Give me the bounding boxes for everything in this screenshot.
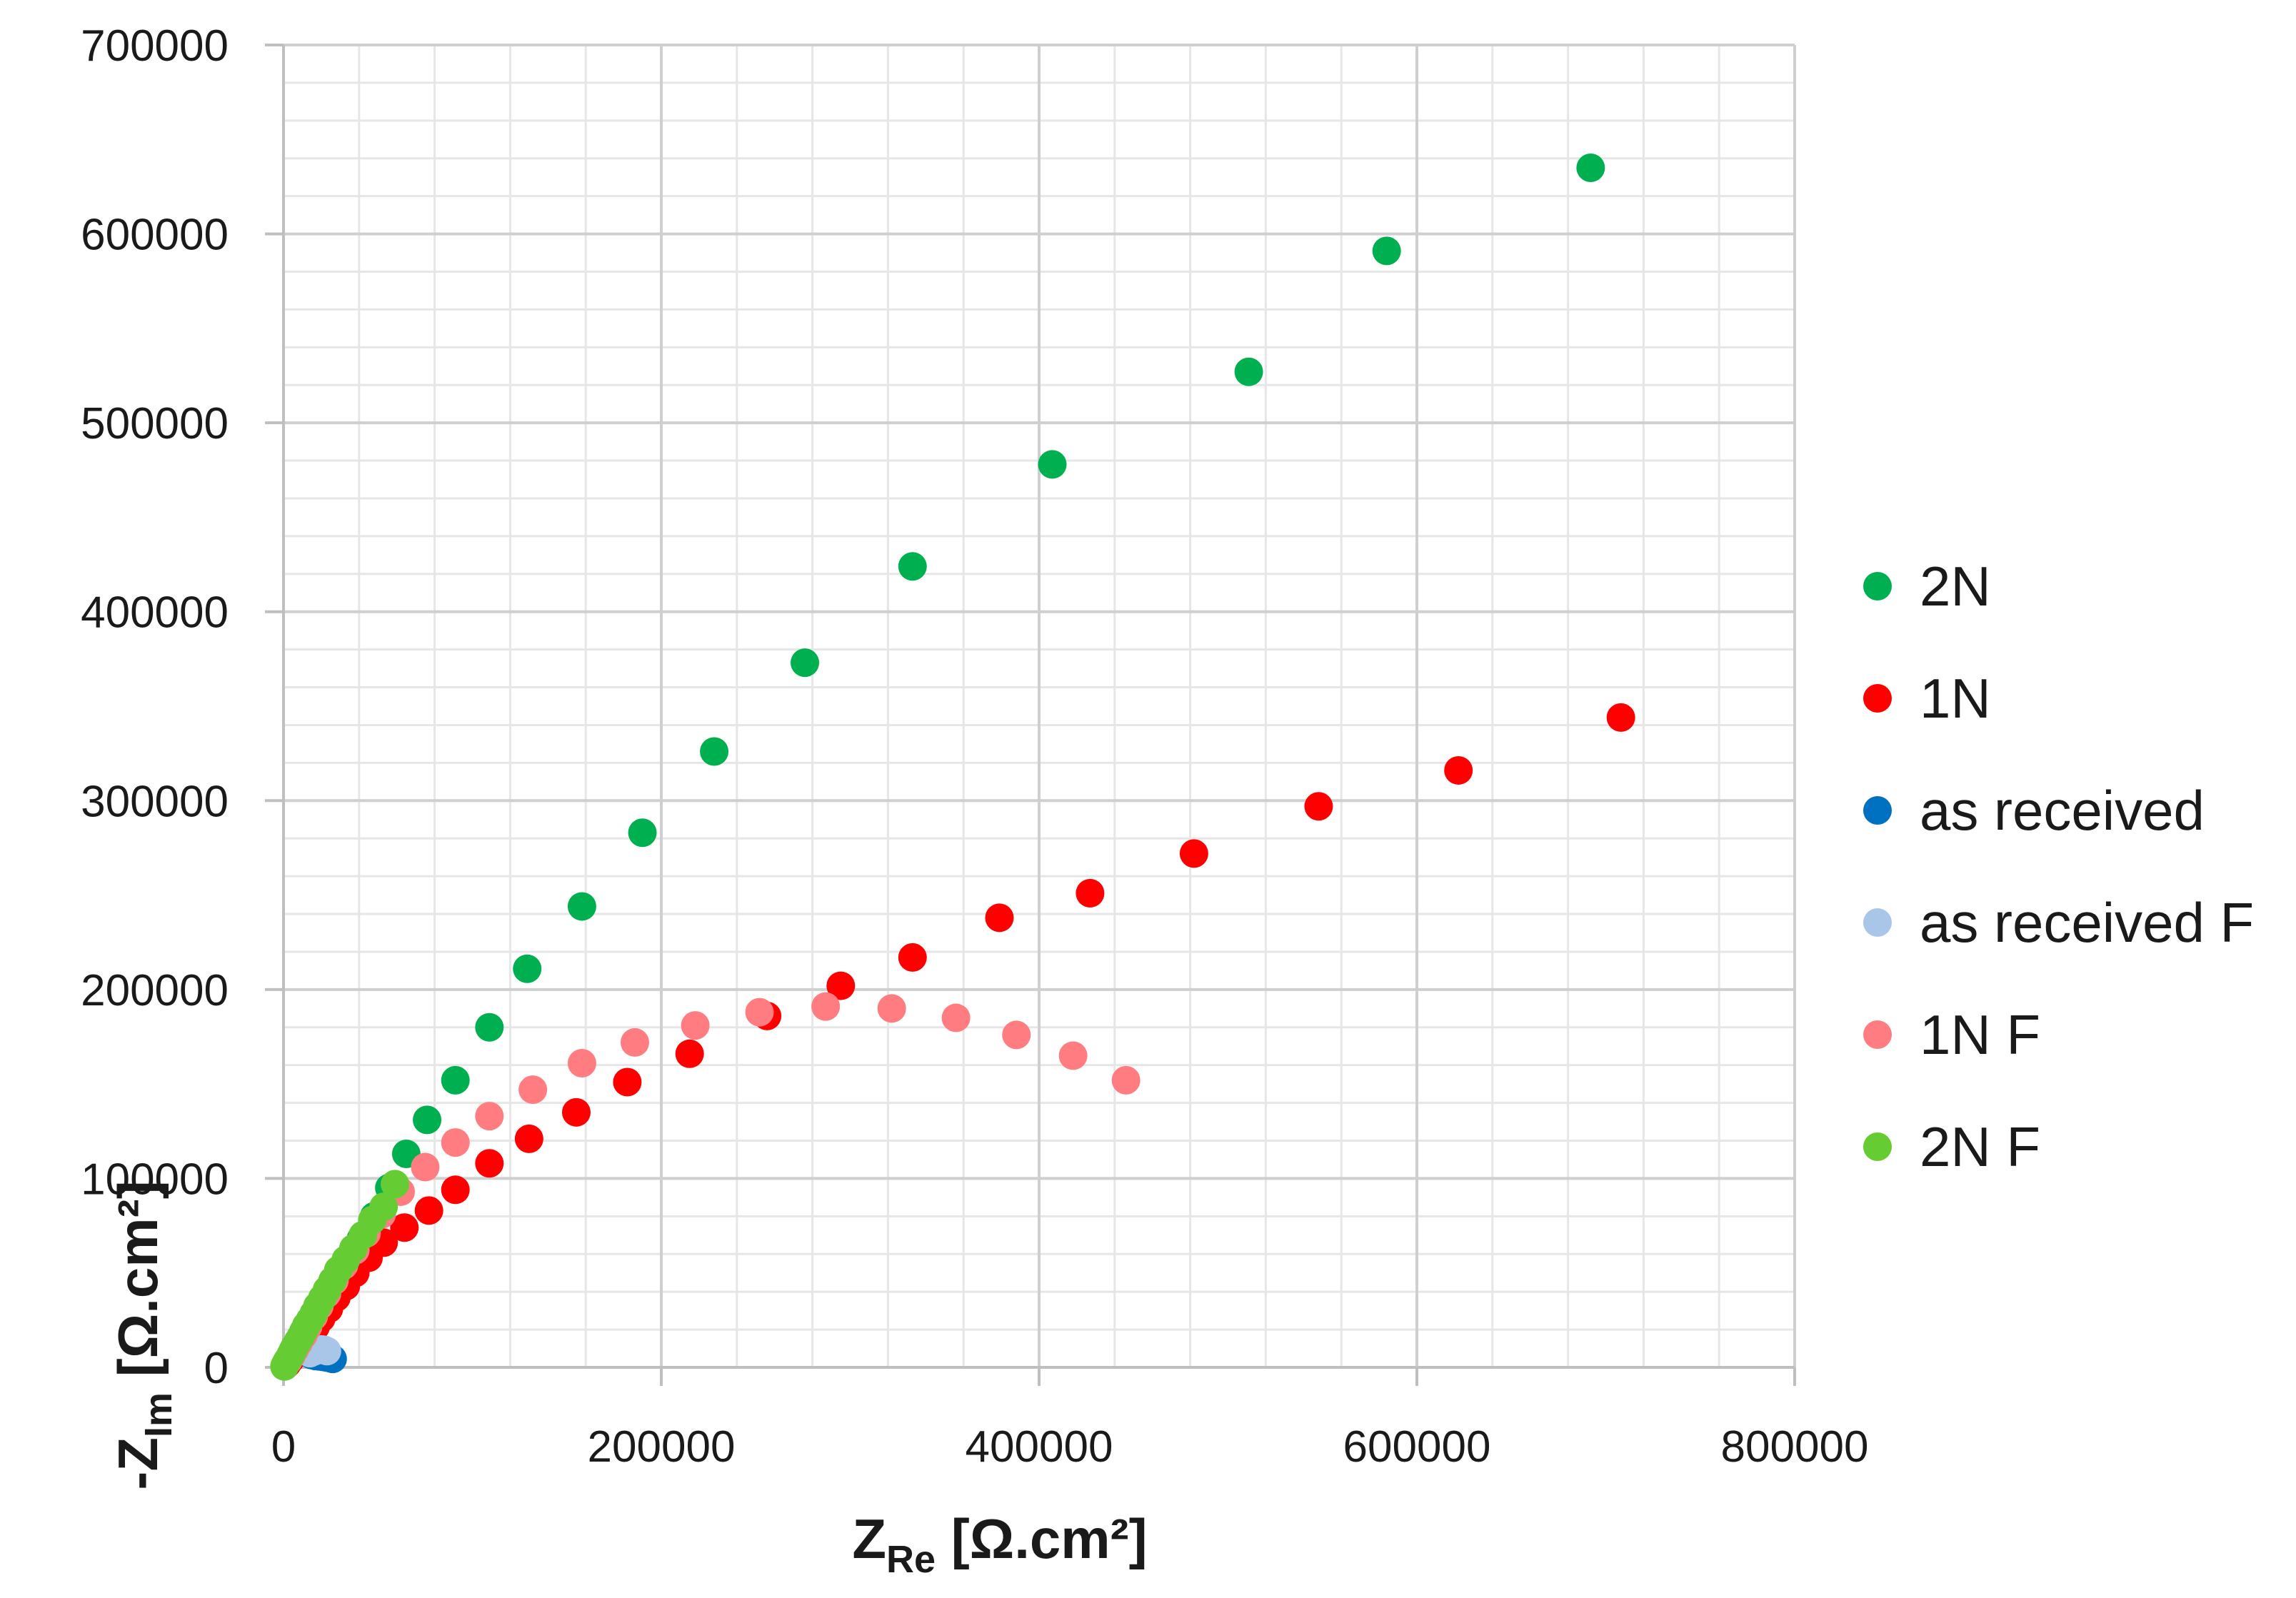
point-1n bbox=[613, 1067, 642, 1097]
point-1n bbox=[826, 971, 856, 1000]
point-2n bbox=[628, 818, 657, 848]
point-1n bbox=[985, 903, 1014, 933]
legend-marker-as-received bbox=[1863, 796, 1892, 825]
y-axis-title-main: -Z bbox=[106, 1437, 169, 1490]
legend-marker-1n-f bbox=[1863, 1020, 1892, 1049]
point-1n-f bbox=[877, 994, 906, 1023]
point-as-received-f bbox=[312, 1337, 341, 1366]
point-1n-f bbox=[620, 1027, 649, 1057]
point-1n bbox=[675, 1039, 704, 1068]
x-axis-title: ZRe [Ω.cm²] bbox=[852, 1507, 1147, 1581]
point-1n-f bbox=[681, 1011, 710, 1040]
point-2n bbox=[791, 648, 820, 678]
y-tick-label: 400000 bbox=[81, 588, 229, 638]
legend-marker-as-received-f bbox=[1863, 908, 1892, 937]
point-1n bbox=[1179, 839, 1208, 868]
point-1n-f bbox=[745, 998, 774, 1027]
point-2n bbox=[1234, 357, 1263, 386]
point-2n bbox=[413, 1105, 442, 1135]
y-tick-label: 500000 bbox=[81, 399, 229, 448]
series-2n bbox=[271, 153, 1605, 1380]
series-1n bbox=[271, 703, 1635, 1380]
x-tick-labels: 0 200000 400000 600000 800000 bbox=[271, 1422, 1869, 1472]
x-axis-title-unit: [Ω.cm²] bbox=[936, 1507, 1148, 1570]
point-1n-f bbox=[1058, 1041, 1088, 1070]
point-1n-f bbox=[441, 1128, 470, 1157]
point-1n bbox=[1304, 792, 1333, 821]
point-2n-f bbox=[369, 1192, 398, 1222]
point-1n bbox=[561, 1097, 591, 1127]
x-tick-label: 0 bbox=[271, 1422, 296, 1472]
y-tick-label: 300000 bbox=[81, 777, 229, 826]
y-axis-title-sub: Im bbox=[137, 1392, 180, 1437]
point-1n bbox=[1076, 878, 1105, 908]
point-2n bbox=[1576, 153, 1605, 182]
x-tick-label: 400000 bbox=[966, 1422, 1113, 1472]
data-points bbox=[270, 153, 1635, 1381]
y-axis-title-unit: [Ω.cm²] bbox=[106, 1180, 169, 1392]
point-2n bbox=[898, 552, 927, 581]
legend-marker-2n-f bbox=[1863, 1132, 1892, 1161]
y-tick-labels: 0 100000 200000 300000 400000 500000 600000 700… bbox=[81, 21, 229, 1393]
point-1n-f bbox=[475, 1102, 504, 1131]
x-tick-label: 200000 bbox=[588, 1422, 736, 1472]
legend: 2N 1N as received as received F 1N F 2N F bbox=[1863, 555, 2254, 1178]
legend-marker-1n bbox=[1863, 684, 1892, 713]
point-1n bbox=[475, 1149, 504, 1178]
point-1n bbox=[1606, 703, 1635, 732]
point-1n bbox=[414, 1196, 443, 1225]
point-1n-f bbox=[411, 1152, 440, 1182]
point-1n-f bbox=[567, 1049, 596, 1078]
x-tick-label: 800000 bbox=[1721, 1422, 1869, 1472]
point-2n bbox=[513, 954, 542, 983]
point-2n bbox=[700, 737, 729, 766]
legend-label-as-received: as received bbox=[1920, 779, 2205, 842]
y-tick-label: 700000 bbox=[81, 21, 229, 71]
y-tick-label: 100000 bbox=[81, 1155, 229, 1204]
x-axis-title-main: Z bbox=[852, 1507, 886, 1570]
axes bbox=[265, 44, 1796, 1386]
legend-label-1n-f: 1N F bbox=[1920, 1003, 2040, 1066]
y-tick-label: 200000 bbox=[81, 966, 229, 1015]
point-1n-f bbox=[941, 1003, 971, 1032]
x-axis-title-sub: Re bbox=[886, 1538, 936, 1581]
legend-label-2n-f: 2N F bbox=[1920, 1115, 2040, 1178]
y-axis-title: -ZIm [Ω.cm²] bbox=[106, 1180, 180, 1489]
legend-label-as-received-f: as received F bbox=[1920, 891, 2254, 954]
point-1n bbox=[441, 1175, 470, 1205]
series-2n-f bbox=[270, 1170, 410, 1381]
grid bbox=[282, 44, 1796, 1369]
legend-label-2n: 2N bbox=[1920, 555, 1991, 618]
point-1n bbox=[1444, 755, 1473, 785]
point-1n bbox=[390, 1213, 419, 1242]
point-1n-f bbox=[811, 992, 841, 1021]
y-tick-label: 600000 bbox=[81, 211, 229, 260]
legend-label-1n: 1N bbox=[1920, 667, 1991, 730]
point-2n bbox=[567, 892, 596, 921]
point-1n-f bbox=[1002, 1020, 1031, 1050]
point-1n-f bbox=[518, 1075, 548, 1105]
point-2n bbox=[1038, 450, 1067, 479]
x-tick-label: 600000 bbox=[1343, 1422, 1491, 1472]
point-2n bbox=[475, 1012, 504, 1042]
point-1n bbox=[514, 1124, 543, 1153]
y-tick-label: 0 bbox=[204, 1344, 229, 1393]
point-1n bbox=[898, 943, 927, 972]
point-1n-f bbox=[1111, 1065, 1141, 1095]
point-2n bbox=[441, 1065, 470, 1095]
point-2n-f bbox=[381, 1170, 410, 1199]
point-2n bbox=[1372, 236, 1401, 266]
legend-marker-2n bbox=[1863, 572, 1892, 600]
